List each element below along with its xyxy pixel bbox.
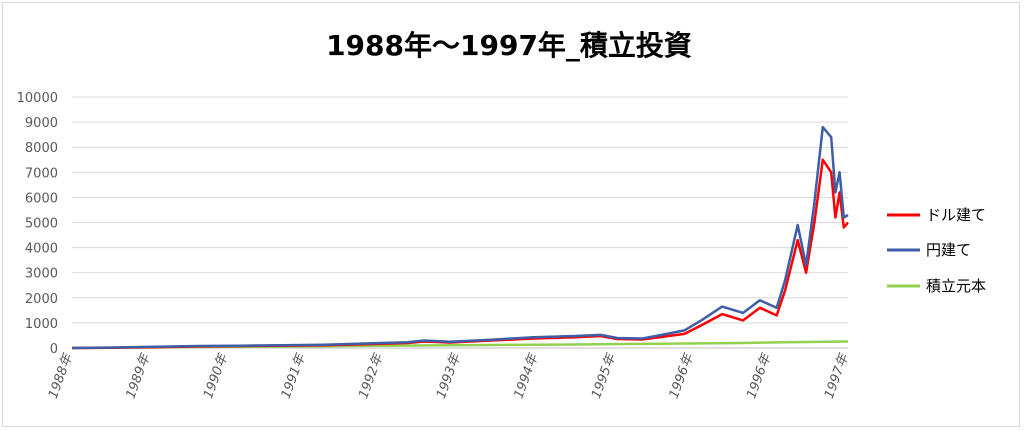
legend-label: ドル建て — [926, 206, 986, 224]
series-line — [71, 158, 849, 350]
x-tick-label: 1997年 — [822, 350, 853, 400]
y-tick-label: 0 — [50, 342, 58, 357]
y-tick-label: 9000 — [25, 116, 58, 131]
gridlines — [72, 96, 848, 349]
y-tick-label: 2000 — [25, 292, 58, 307]
x-tick-label: 1996年 — [744, 350, 775, 400]
legend-label: 円建て — [926, 241, 971, 259]
x-tick-label: 1993年 — [434, 350, 465, 400]
y-axis-ticks: 0 1000 2000 3000 4000 5000 6000 7000 8000 9000 100… — [17, 91, 58, 357]
x-tick-label: 1995年 — [589, 350, 620, 400]
x-tick-label: 1988年 — [46, 350, 77, 400]
x-tick-label: 1991年 — [279, 350, 310, 400]
y-tick-label: 8000 — [25, 141, 58, 156]
y-tick-label: 5000 — [25, 217, 58, 232]
chart-title: 1988年～1997年_積立投資 — [326, 29, 692, 62]
legend-label: 積立元本 — [926, 277, 986, 295]
y-tick-label: 4000 — [25, 242, 58, 257]
x-tick-label: 1992年 — [356, 350, 387, 400]
y-tick-label: 3000 — [25, 267, 58, 282]
series-lines — [71, 125, 849, 350]
series-line — [71, 125, 849, 350]
x-tick-label: 1990年 — [201, 350, 232, 400]
y-tick-label: 10000 — [17, 91, 58, 106]
x-tick-label: 1989年 — [123, 350, 154, 400]
y-tick-label: 1000 — [25, 317, 58, 332]
y-tick-label: 7000 — [25, 166, 58, 181]
x-axis-ticks: 1988年 1989年 1990年 1991年 1992年 1993年 1994年 1995年… — [46, 350, 853, 400]
x-tick-label: 1994年 — [511, 350, 542, 400]
y-tick-label: 6000 — [25, 191, 58, 206]
x-tick-label: 1996年 — [667, 350, 698, 400]
